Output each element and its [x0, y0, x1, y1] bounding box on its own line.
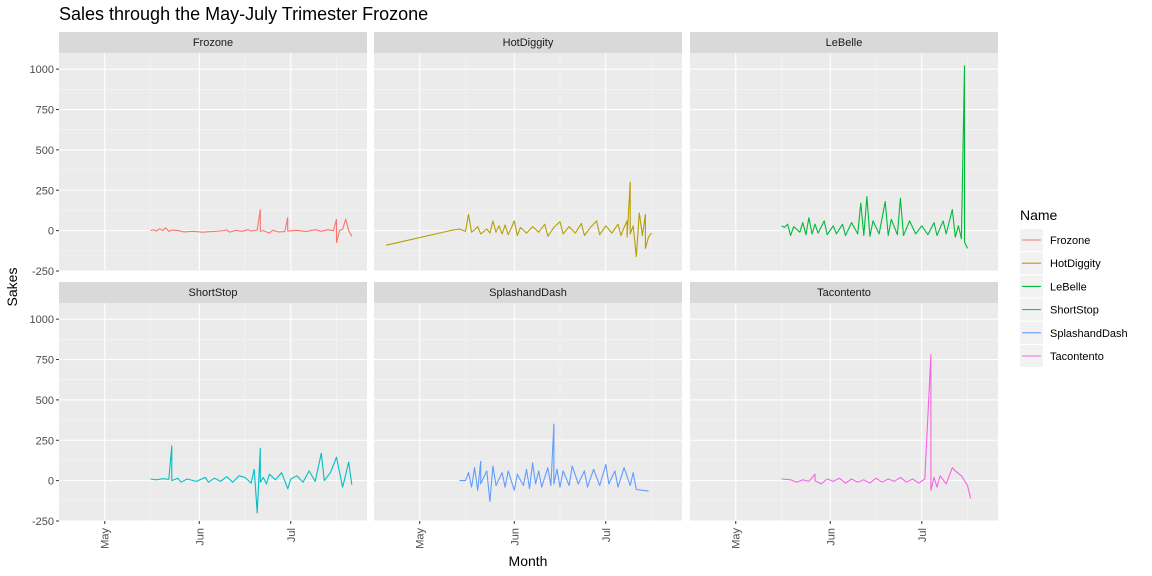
facet-panel-frozone: Frozone -250 0 250 500 750 1000 — [30, 32, 367, 278]
facet-panel-lebelle: LeBelle — [690, 32, 998, 272]
y-tick-label: 500 — [36, 395, 54, 407]
y-tick-label: 0 — [48, 476, 54, 488]
chart-title: Sales through the May-July Trimester Fro… — [59, 4, 428, 24]
facet-strip — [690, 282, 998, 303]
series-line-hotdiggity — [386, 181, 652, 258]
legend-label: Tacontento — [1050, 351, 1104, 363]
legend-label: LeBelle — [1050, 281, 1087, 293]
x-tick-label: May — [731, 528, 743, 549]
y-tick-label: 250 — [36, 185, 54, 197]
x-tick-label: Jul — [917, 528, 929, 542]
series-line-lebelle — [781, 65, 968, 249]
y-tick-label: 500 — [36, 145, 54, 157]
facet-strip-label: LeBelle — [826, 37, 863, 49]
legend: Name Frozone HotDiggity LeBelle ShortStop Sp… — [1020, 207, 1143, 368]
y-tick-label: 1000 — [30, 314, 54, 326]
facet-strip-label: HotDiggity — [503, 37, 554, 49]
x-tick-label: Jun — [194, 528, 206, 546]
facet-panel-hotdiggity: HotDiggity — [374, 32, 682, 272]
facet-panel-tacontento: Tacontento May Jun Jul — [690, 282, 998, 549]
y-tick-label: 250 — [36, 435, 54, 447]
facet-panel-splashanddash: SplashandDash May Jun Jul — [374, 282, 682, 549]
y-axis-title: Sakes — [4, 268, 20, 307]
y-tick-label: 0 — [48, 226, 54, 238]
y-tick-label: 750 — [36, 105, 54, 117]
x-tick-label: Jul — [601, 528, 613, 542]
x-tick-label: May — [415, 528, 427, 549]
facet-panel-shortstop: ShortStop -250 0 250 500 750 1000 May Jun Jul — [30, 282, 367, 549]
series-line-tacontento — [781, 354, 972, 499]
y-tick-label: 750 — [36, 355, 54, 367]
series-line-shortstop — [150, 445, 353, 514]
legend-title: Name — [1020, 207, 1058, 223]
facet-strip-label: SplashandDash — [489, 287, 567, 299]
legend-label: Frozone — [1050, 235, 1090, 247]
x-tick-label: Jul — [286, 528, 298, 542]
facet-panels: Frozone -250 0 250 500 750 1000 HotDiggity LeBel… — [30, 32, 998, 549]
facet-strip — [374, 32, 682, 53]
y-tick-label: -250 — [32, 516, 54, 528]
x-tick-label: May — [100, 528, 112, 549]
series-line-splashanddash — [459, 423, 649, 503]
series-line-frozone — [150, 209, 353, 244]
facet-strip — [59, 282, 367, 303]
facet-strip — [374, 282, 682, 303]
legend-label: ShortStop — [1050, 305, 1099, 317]
y-tick-label: -250 — [32, 266, 54, 278]
facet-strip — [690, 32, 998, 53]
facet-strip-label: Frozone — [193, 37, 233, 49]
x-tick-label: Jun — [509, 528, 521, 546]
y-tick-label: 1000 — [30, 64, 54, 76]
x-tick-label: Jun — [825, 528, 837, 546]
facet-strip-label: ShortStop — [189, 287, 238, 299]
legend-label: SplashandDash — [1050, 328, 1128, 340]
facet-strip-label: Tacontento — [817, 287, 871, 299]
legend-label: HotDiggity — [1050, 258, 1101, 270]
facet-strip — [59, 32, 367, 53]
x-axis-title: Month — [509, 553, 548, 569]
